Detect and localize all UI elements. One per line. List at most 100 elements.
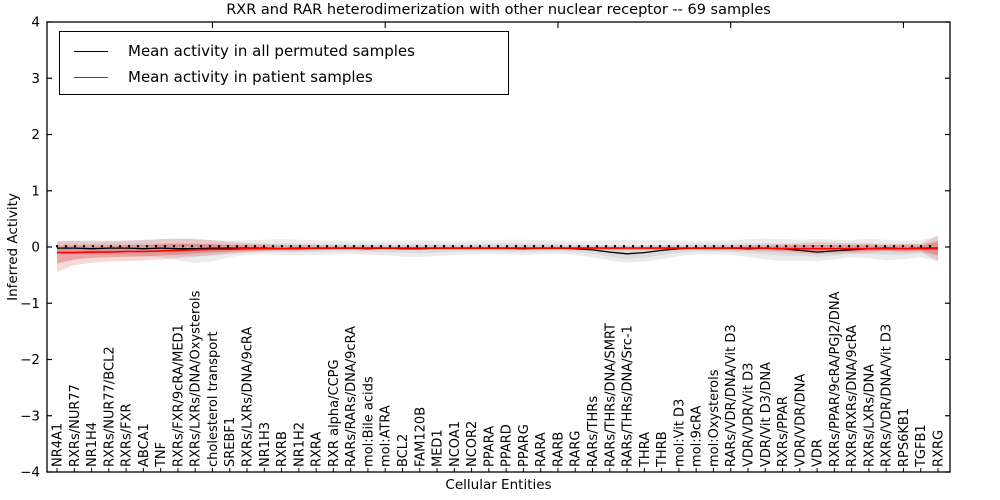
marker-dot: [847, 245, 851, 248]
x-category-label: RXRs/NUR77/BCL2: [102, 346, 117, 467]
marker-dot: [280, 245, 284, 248]
marker-dot: [910, 245, 914, 248]
marker-dot: [577, 245, 581, 248]
marker-dot: [604, 245, 608, 248]
marker-dot: [928, 245, 932, 248]
marker-dot: [145, 245, 149, 248]
marker-dot: [298, 245, 302, 248]
y-tick-label: −1: [20, 296, 40, 312]
marker-dot: [919, 245, 923, 248]
marker-dot: [82, 245, 86, 248]
x-category-label: RARA: [534, 432, 549, 467]
x-category-label: TGFB1: [914, 424, 929, 468]
marker-dot: [388, 245, 392, 248]
y-tick-label: 3: [31, 71, 40, 87]
marker-dot: [253, 245, 257, 248]
marker-dot: [442, 245, 446, 248]
marker-dot: [433, 245, 437, 248]
marker-dot: [622, 245, 626, 248]
marker-dot: [244, 245, 248, 248]
x-category-label: RXRs/LXRs/DNA/9cRA: [241, 327, 256, 467]
x-category-label: FAM120B: [413, 407, 428, 467]
x-category-label: THRA: [638, 432, 653, 468]
marker-dot: [64, 245, 68, 248]
x-category-label: NR1H4: [85, 422, 100, 467]
x-category-label: NCOA1: [448, 421, 463, 467]
marker-dot: [100, 245, 104, 248]
marker-dot: [370, 245, 374, 248]
x-category-label: PPARA: [482, 426, 497, 467]
marker-dot: [865, 245, 869, 248]
marker-dot: [667, 245, 671, 248]
x-category-label: RPS6KB1: [897, 408, 912, 467]
x-category-label: RXRs/VDR/DNA/Vit D3: [880, 324, 895, 467]
marker-dot: [496, 245, 500, 248]
x-category-label: NR4A1: [51, 423, 66, 467]
x-category-label: NCOR2: [465, 421, 480, 467]
marker-dot: [892, 245, 896, 248]
marker-dot: [136, 245, 140, 248]
x-category-label: VDR/VDR/DNA: [793, 374, 808, 467]
y-tick-label: 2: [31, 127, 40, 143]
x-category-label: RARs/VDR/DNA/Vit D3: [724, 324, 739, 467]
marker-dot: [334, 245, 338, 248]
x-category-label: mol:Vit D3: [672, 399, 687, 467]
marker-dot: [217, 245, 221, 248]
marker-dot: [55, 245, 59, 248]
legend-label-patient: Mean activity in patient samples: [128, 68, 373, 86]
marker-dot: [199, 245, 203, 248]
x-category-label: RARs/RARs/DNA/9cRA: [344, 326, 359, 467]
marker-dot: [316, 245, 320, 248]
y-tick-label: 0: [31, 240, 40, 256]
marker-dot: [271, 245, 275, 248]
x-category-label: ABCA1: [137, 423, 152, 467]
marker-dot: [289, 245, 293, 248]
marker-dot: [361, 245, 365, 248]
marker-dot: [694, 245, 698, 248]
marker-dot: [721, 245, 725, 248]
marker-dot: [568, 245, 572, 248]
marker-dot: [406, 245, 410, 248]
band-permuted-inner: [57, 241, 938, 259]
marker-dot: [901, 245, 905, 248]
marker-dot: [676, 245, 680, 248]
marker-dot: [73, 245, 77, 248]
marker-dot: [127, 245, 131, 248]
x-category-label: RARs/THRs/DNA/SMRT: [603, 323, 618, 467]
x-category-label: mol:Bile acids: [361, 376, 376, 467]
marker-dot: [532, 245, 536, 248]
marker-dot: [631, 245, 635, 248]
x-category-label: RXRs/RXRs/DNA/9cRA: [845, 325, 860, 467]
series-patient-line: [57, 247, 938, 254]
legend-item-patient: Mean activity in patient samples: [74, 64, 508, 90]
marker-dot: [478, 245, 482, 248]
marker-dot: [838, 245, 842, 248]
x-category-label: VDR: [811, 439, 826, 467]
marker-dot: [649, 245, 653, 248]
chart-title: RXR and RAR heterodimerization with othe…: [226, 2, 771, 18]
marker-dot: [757, 245, 761, 248]
marker-dot: [685, 245, 689, 248]
marker-dot: [658, 245, 662, 248]
marker-dot: [226, 245, 230, 248]
x-category-label: RARs/THRs: [586, 396, 601, 467]
marker-dot: [415, 245, 419, 248]
y-axis-label: Inferred Activity: [5, 193, 21, 301]
marker-dot: [460, 245, 464, 248]
marker-dot: [91, 245, 95, 248]
marker-dot: [505, 245, 509, 248]
marker-dot: [829, 245, 833, 248]
y-tick-label: −3: [20, 408, 40, 424]
x-category-label: RXRs/LXRs/DNA: [862, 364, 877, 467]
x-category-label: mol:9cRA: [690, 405, 705, 467]
x-category-label: VDR/Vit D3/DNA: [759, 362, 774, 467]
y-tick-label: −4: [20, 465, 40, 481]
band-permuted-outer: [57, 235, 938, 263]
marker-dot: [262, 245, 266, 248]
y-tick-label: 4: [31, 15, 40, 31]
marker-dot: [712, 245, 716, 248]
patient-line-swatch-icon: [74, 76, 108, 78]
x-category-label: RXRG: [932, 430, 947, 467]
x-category-label: PPARD: [500, 424, 515, 467]
